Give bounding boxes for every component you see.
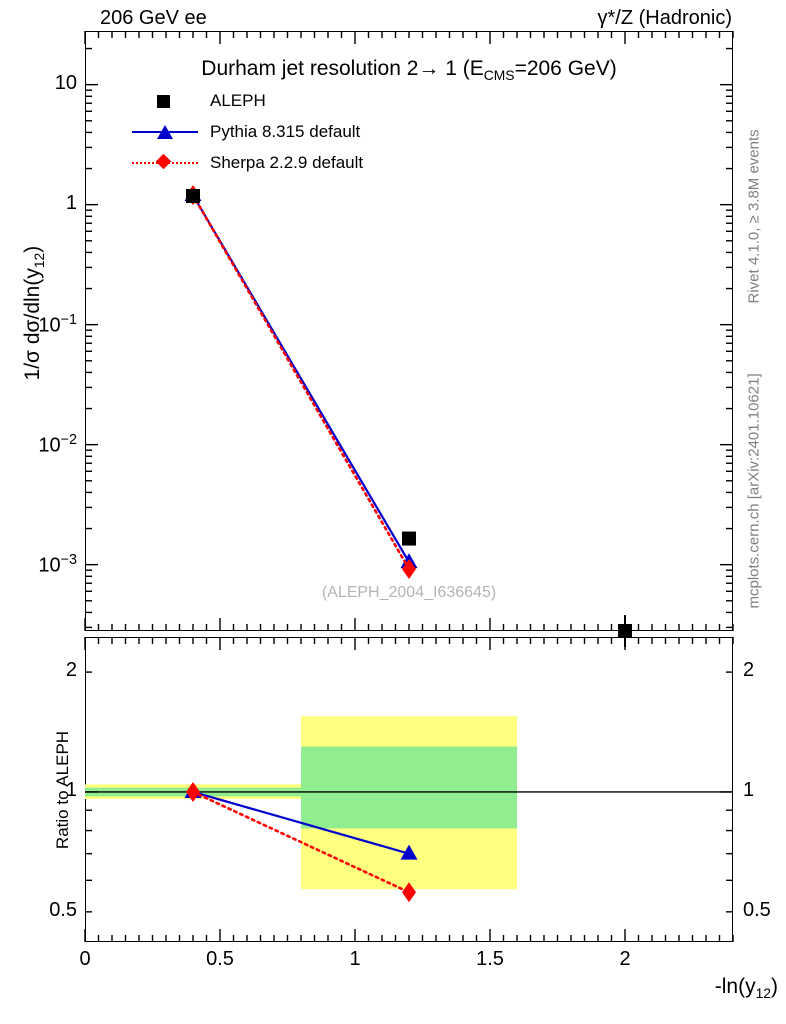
header-beam-label: 206 GeV ee [100,7,207,29]
legend: ALEPH Pythia 8.315 default Sherpa 2.2.9 … [132,85,363,178]
xtick-label-2: 1 [349,948,361,970]
legend-label-aleph: ALEPH [210,90,266,110]
ytick-label-main-3: 10−2 [38,431,77,457]
ytick-label-ratio-right-1: 1 [743,778,755,801]
main-marker-square-0[interactable] [186,189,200,204]
legend-key-triangle-icon [132,123,198,141]
plot-title-sub: CMS [483,67,515,84]
ytick-label-ratio-left-1: 1 [65,778,77,801]
x-axis-label: -ln(y12) [715,975,778,1001]
ratio-marker-diamond-1[interactable] [402,882,416,903]
xtick-label-4: 2 [619,948,631,970]
x-axis-label-pre: -ln(y [714,975,756,998]
legend-label-sherpa: Sherpa 2.2.9 default [210,152,364,172]
ratio-line-triangle [192,790,410,855]
legend-item-aleph[interactable]: ALEPH [132,85,363,116]
ratio-line-diamond [191,790,411,894]
ytick-label-main-1: 1 [65,191,77,214]
xtick-label-1: 0.5 [206,948,234,970]
legend-item-pythia[interactable]: Pythia 8.315 default [132,116,363,147]
ytick-label-ratio-left-0: 2 [65,659,77,682]
plot-title-post: =206 GeV) [514,57,617,80]
plot-title-pre: Durham jet resolution 2→ 1 (E [201,57,484,80]
analysis-id-watermark: (ALEPH_2004_I636645) [321,584,497,601]
x-axis-label-post: ) [771,975,778,998]
x-axis-label-sub: 12 [755,985,771,1002]
xtick-label-0: 0 [79,948,91,970]
page-title: Durham jet resolution 2→ 1 (ECMS=206 GeV… [85,57,733,83]
main-marker-square-2[interactable] [618,624,632,638]
ytick-label-ratio-left-2: 0.5 [49,898,77,921]
xtick-label-3: 1.5 [476,948,504,970]
legend-label-pythia: Pythia 8.315 default [210,121,361,141]
main-marker-square-1[interactable] [402,531,416,546]
header-process-label: γ*/Z (Hadronic) [597,7,732,29]
main-marker-diamond-1[interactable] [402,559,416,580]
ratio-marker-triangle-1[interactable] [400,844,418,860]
ytick-label-main-4: 10−3 [38,551,77,577]
legend-item-sherpa[interactable]: Sherpa 2.2.9 default [132,147,363,178]
ytick-label-main-0: 10 [54,71,77,94]
ytick-label-main-2: 10−1 [38,311,77,337]
main-line-diamond [191,193,411,571]
ytick-label-ratio-right-2: 0.5 [743,898,771,921]
ratio-band-inner-1 [301,746,517,829]
ytick-label-ratio-right-0: 2 [743,659,755,682]
ratio-marker-diamond-0[interactable] [186,781,200,802]
legend-key-diamond-icon [132,153,198,172]
legend-key-square-icon [132,92,198,110]
